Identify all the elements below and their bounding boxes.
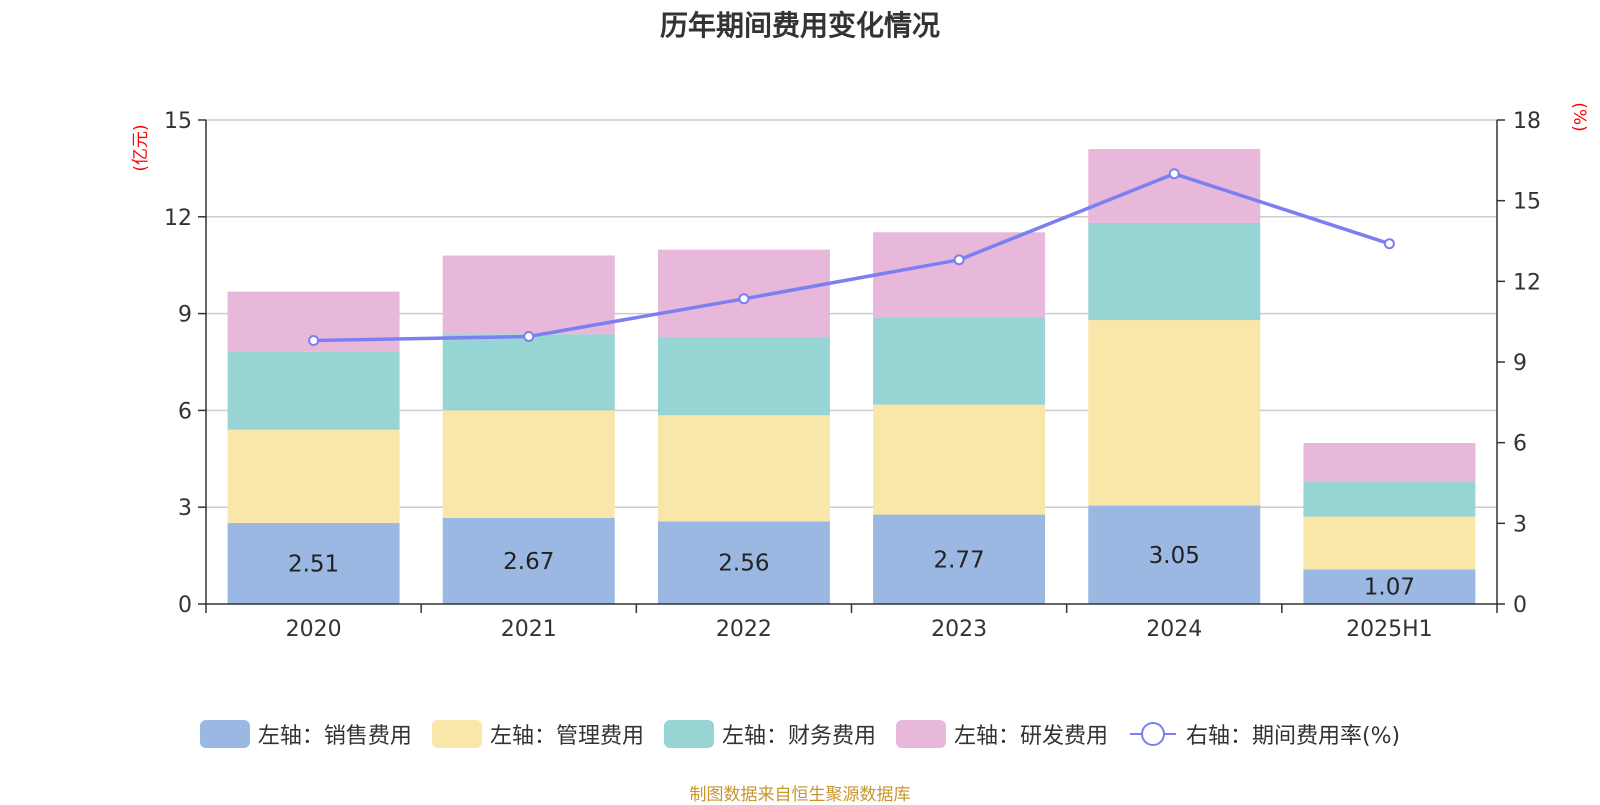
legend-swatch bbox=[663, 720, 714, 748]
legend-item[interactable]: 左轴：财务费用 bbox=[663, 718, 876, 750]
right-axis-tick-label: 15 bbox=[1513, 190, 1541, 215]
rate-point bbox=[523, 330, 535, 342]
source-note: 制图数据来自恒生聚源数据库 bbox=[689, 785, 911, 805]
rate-point bbox=[1383, 238, 1395, 250]
bar-segment bbox=[873, 514, 1046, 604]
bar-value-label: 2.51 bbox=[288, 552, 339, 578]
bar-segment bbox=[227, 523, 400, 604]
legend-item[interactable]: 左轴：研发费用 bbox=[895, 718, 1108, 750]
bar-segment bbox=[227, 351, 400, 430]
x-axis-tick-label: 2024 bbox=[1146, 617, 1202, 642]
legend-label: 左轴：财务费用 bbox=[721, 724, 876, 749]
legend-label: 左轴：销售费用 bbox=[257, 724, 412, 749]
x-axis-tick-label: 2020 bbox=[286, 617, 342, 642]
left-axis-tick-label: 12 bbox=[164, 206, 192, 231]
legend: 左轴：销售费用 左轴：管理费用 左轴：财务费用 左轴：研发费用 右轴：期间费用率(%) bbox=[0, 718, 1600, 750]
left-axis-tick-label: 3 bbox=[178, 496, 192, 521]
left-axis-tick-label: 0 bbox=[178, 593, 192, 618]
bar-segment bbox=[442, 255, 615, 335]
x-axis-tick-label: 2023 bbox=[931, 617, 987, 642]
right-axis-tick-label: 18 bbox=[1513, 109, 1541, 134]
right-axis-tick-label: 6 bbox=[1513, 432, 1527, 457]
legend-item[interactable]: 左轴：管理费用 bbox=[431, 718, 644, 750]
bar-segment bbox=[1303, 516, 1476, 570]
right-axis-tick-label: 12 bbox=[1513, 270, 1541, 295]
legend-label: 左轴：研发费用 bbox=[953, 724, 1108, 749]
rate-point bbox=[738, 293, 750, 305]
legend-swatch bbox=[431, 720, 482, 748]
legend-item[interactable]: 右轴：期间费用率(%) bbox=[1128, 718, 1400, 750]
right-axis-tick-label: 9 bbox=[1513, 351, 1527, 376]
legend-label: 左轴：管理费用 bbox=[489, 724, 644, 749]
rate-point bbox=[1168, 168, 1180, 180]
bar-layer bbox=[227, 149, 1476, 604]
bar-value-label: 1.07 bbox=[1364, 575, 1415, 601]
x-axis-tick-label: 2021 bbox=[501, 617, 557, 642]
bar-value-labels: 2.51 2.67 2.56 2.77 3.05 1.07 bbox=[288, 543, 1415, 601]
left-axis-unit: (亿元) bbox=[131, 124, 151, 171]
right-axis-tick-label: 0 bbox=[1513, 593, 1527, 618]
bar-segment bbox=[1088, 505, 1261, 604]
bar-segment bbox=[1088, 149, 1261, 223]
legend-swatch bbox=[895, 720, 946, 748]
grid-lines bbox=[206, 119, 1497, 508]
axes: 0 3 6 9 12 15 0 3 6 9 12 15 18 2020 2021 2022 2023 2024 20… bbox=[164, 109, 1541, 642]
bar-segment bbox=[873, 404, 1046, 515]
rate-line-layer bbox=[308, 168, 1395, 346]
legend-line-icon bbox=[1129, 722, 1176, 746]
bar-segment bbox=[873, 232, 1046, 318]
chart-plot: 0 3 6 9 12 15 0 3 6 9 12 15 18 2020 2021 2022 2023 2024 20… bbox=[131, 102, 1589, 642]
left-axis-tick-label: 15 bbox=[164, 109, 192, 134]
legend-item[interactable]: 左轴：销售费用 bbox=[199, 718, 412, 750]
rate-point bbox=[308, 334, 320, 346]
bar-value-label: 2.67 bbox=[503, 549, 554, 575]
bar-segment bbox=[657, 337, 830, 416]
chart-title: 历年期间费用变化情况 bbox=[659, 9, 940, 42]
bar-segment bbox=[657, 415, 830, 522]
bar-segment bbox=[227, 429, 400, 524]
bar-segment bbox=[657, 521, 830, 604]
bar-segment bbox=[873, 317, 1046, 405]
bar-value-label: 3.05 bbox=[1149, 543, 1200, 569]
legend-label: 右轴：期间费用率(%) bbox=[1185, 724, 1401, 749]
bar-segment bbox=[442, 517, 615, 604]
bar-value-label: 2.77 bbox=[933, 547, 984, 573]
rate-point bbox=[953, 254, 965, 266]
right-axis-unit: (%) bbox=[1569, 102, 1589, 131]
bar-segment bbox=[1088, 222, 1261, 321]
bar-segment bbox=[1303, 442, 1476, 483]
bar-segment bbox=[442, 334, 615, 411]
rate-line bbox=[313, 172, 1390, 343]
bar-segment bbox=[1303, 482, 1476, 517]
left-axis-tick-label: 6 bbox=[178, 399, 192, 424]
legend-swatch bbox=[199, 720, 250, 748]
bar-value-label: 2.56 bbox=[718, 551, 769, 577]
bar-segment bbox=[1303, 569, 1476, 604]
x-axis-tick-label: 2025H1 bbox=[1346, 617, 1433, 642]
x-axis-tick-label: 2022 bbox=[716, 617, 772, 642]
bar-segment bbox=[442, 410, 615, 518]
left-axis-tick-label: 9 bbox=[178, 303, 192, 328]
bar-segment bbox=[1088, 320, 1261, 506]
right-axis-tick-label: 3 bbox=[1513, 512, 1527, 537]
